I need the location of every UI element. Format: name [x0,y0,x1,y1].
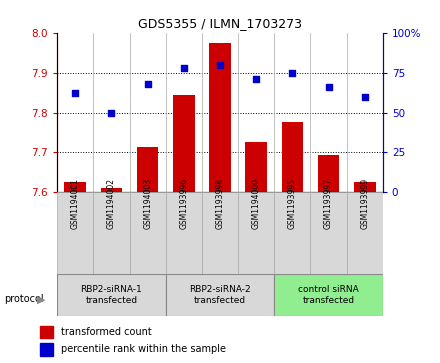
FancyBboxPatch shape [347,192,383,274]
Text: RBP2-siRNA-1
transfected: RBP2-siRNA-1 transfected [81,285,143,305]
FancyBboxPatch shape [274,192,311,274]
FancyBboxPatch shape [274,274,383,316]
Bar [173,95,194,192]
Text: GSM1194000: GSM1194000 [252,178,260,229]
Text: GSM1193996: GSM1193996 [180,178,188,229]
FancyBboxPatch shape [166,192,202,274]
FancyBboxPatch shape [93,192,129,274]
Point [216,62,224,68]
FancyBboxPatch shape [57,274,166,316]
Text: percentile rank within the sample: percentile rank within the sample [61,344,226,354]
FancyBboxPatch shape [129,192,166,274]
Text: GSM1193998: GSM1193998 [216,178,224,229]
Bar [64,182,86,192]
FancyBboxPatch shape [311,192,347,274]
Bar [246,142,267,192]
Text: GSM1193997: GSM1193997 [324,178,333,229]
Text: protocol: protocol [4,294,44,305]
Text: GSM1193999: GSM1193999 [360,178,369,229]
Bar [137,147,158,192]
Bar [354,182,376,192]
Text: ▶: ▶ [37,294,46,305]
Point [180,65,187,71]
Bar [209,44,231,192]
Bar [318,155,339,192]
Text: RBP2-siRNA-2
transfected: RBP2-siRNA-2 transfected [189,285,251,305]
FancyBboxPatch shape [238,192,274,274]
Bar [40,326,53,338]
Bar [282,122,303,192]
Point [361,94,368,99]
Bar [40,343,53,356]
Text: control siRNA
transfected: control siRNA transfected [298,285,359,305]
FancyBboxPatch shape [57,192,93,274]
Title: GDS5355 / ILMN_1703273: GDS5355 / ILMN_1703273 [138,17,302,30]
Text: transformed count: transformed count [61,327,152,337]
Text: GSM1194003: GSM1194003 [143,178,152,229]
Point [108,110,115,115]
FancyBboxPatch shape [166,274,274,316]
Text: GSM1194002: GSM1194002 [107,178,116,229]
FancyBboxPatch shape [202,192,238,274]
Text: GSM1194001: GSM1194001 [71,178,80,229]
Text: GSM1193995: GSM1193995 [288,178,297,229]
Point [72,90,79,96]
Bar [101,188,122,192]
Point [253,76,260,82]
Point [144,81,151,87]
Point [325,84,332,90]
Point [289,70,296,76]
